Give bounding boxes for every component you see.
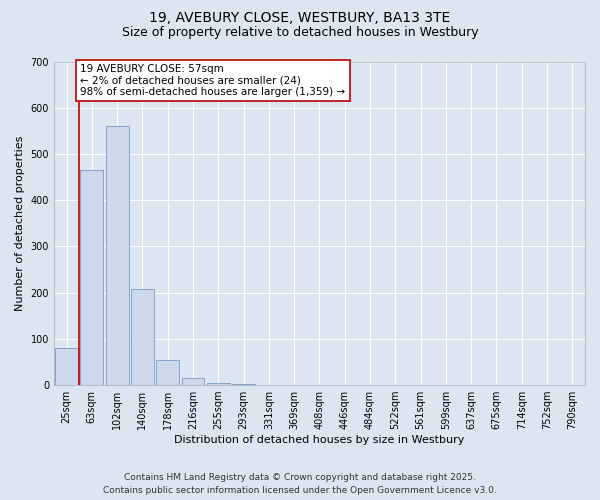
Text: 19 AVEBURY CLOSE: 57sqm
← 2% of detached houses are smaller (24)
98% of semi-det: 19 AVEBURY CLOSE: 57sqm ← 2% of detached… — [80, 64, 346, 97]
Text: Size of property relative to detached houses in Westbury: Size of property relative to detached ho… — [122, 26, 478, 39]
Bar — [106, 126, 128, 385]
Bar — [55, 348, 78, 385]
Bar — [182, 378, 205, 385]
Bar — [80, 170, 103, 385]
Bar — [232, 384, 255, 385]
Y-axis label: Number of detached properties: Number of detached properties — [15, 136, 25, 311]
Bar — [131, 290, 154, 385]
Text: Contains HM Land Registry data © Crown copyright and database right 2025.
Contai: Contains HM Land Registry data © Crown c… — [103, 474, 497, 495]
Bar — [207, 383, 230, 385]
Text: 19, AVEBURY CLOSE, WESTBURY, BA13 3TE: 19, AVEBURY CLOSE, WESTBURY, BA13 3TE — [149, 12, 451, 26]
X-axis label: Distribution of detached houses by size in Westbury: Distribution of detached houses by size … — [174, 435, 464, 445]
Bar — [157, 360, 179, 385]
